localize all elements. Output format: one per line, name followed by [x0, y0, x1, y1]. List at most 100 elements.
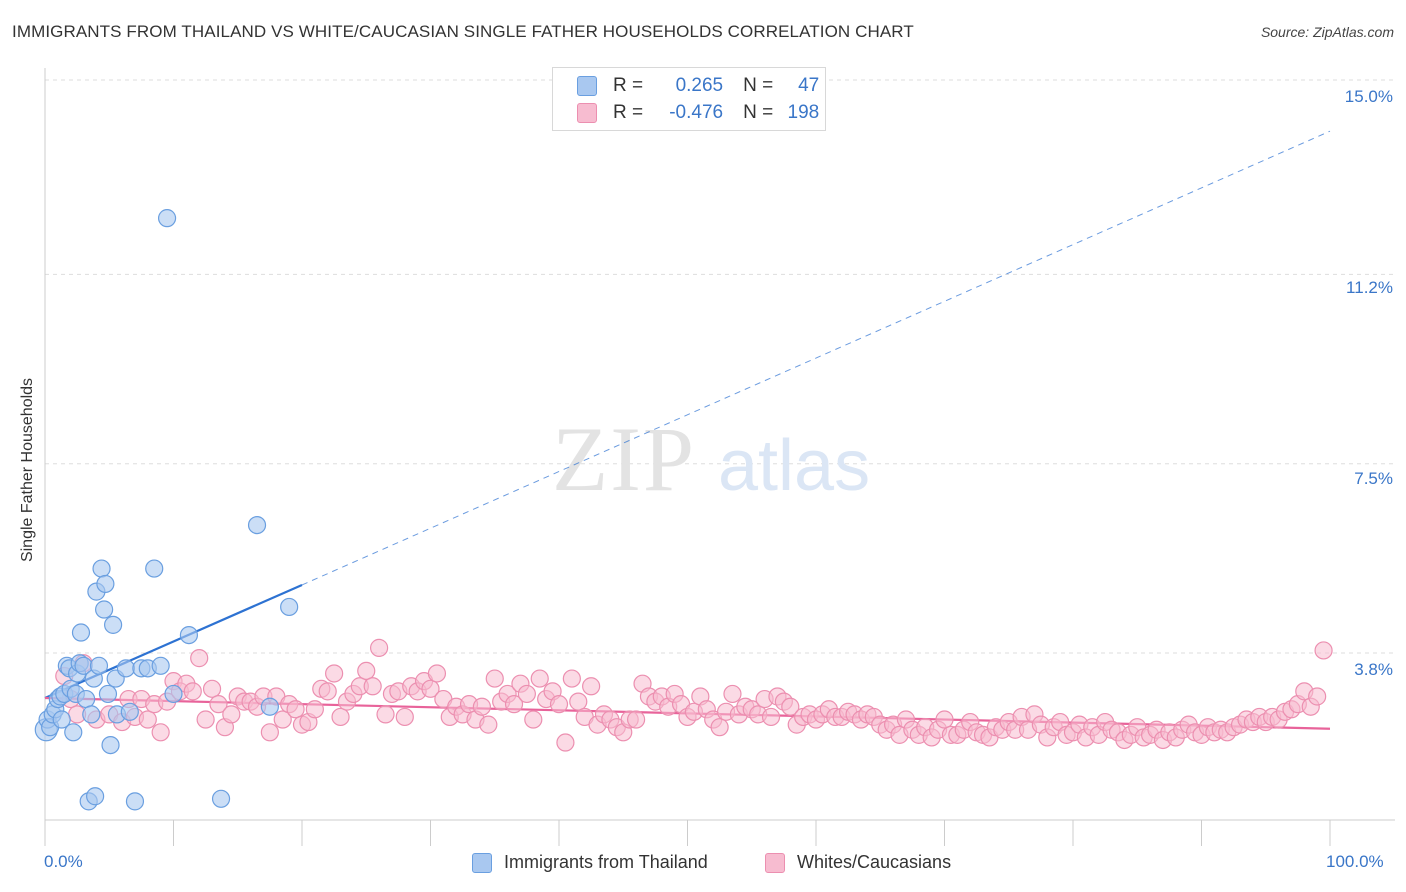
- data-point-whites: [472, 697, 491, 716]
- data-point-whites: [151, 723, 170, 742]
- data-point-thailand: [95, 600, 114, 619]
- y-tick-label: 3.8%: [1354, 660, 1393, 679]
- data-point-whites: [190, 649, 209, 668]
- data-point-whites: [357, 661, 376, 681]
- points-layer: [34, 209, 1333, 811]
- y-tick-label: 15.0%: [1344, 87, 1393, 106]
- data-point-whites: [196, 710, 215, 729]
- data-point-whites: [781, 697, 800, 716]
- correlation-legend: R = 0.265 N = 47 R = -0.476 N = 198: [552, 67, 826, 131]
- data-point-whites: [209, 695, 228, 714]
- data-point-whites: [562, 669, 581, 688]
- data-point-whites: [318, 682, 337, 701]
- data-point-thailand: [92, 559, 111, 578]
- data-point-thailand: [280, 597, 299, 617]
- data-point-thailand: [116, 659, 136, 678]
- data-point-thailand: [96, 574, 115, 594]
- data-point-whites: [723, 684, 742, 704]
- data-point-thailand: [179, 625, 199, 645]
- data-point-whites: [427, 664, 447, 683]
- x-tick-label: 100.0%: [1326, 852, 1384, 871]
- legend-r-label: R =: [613, 75, 644, 96]
- data-point-whites: [325, 664, 344, 683]
- data-point-whites: [549, 695, 569, 714]
- data-point-whites: [305, 700, 324, 719]
- series-legend-label: Immigrants from Thailand: [504, 852, 708, 872]
- legend-row-thailand: R = 0.265 N = 47: [577, 74, 819, 98]
- series-legend-whites[interactable]: Whites/Caucasians: [765, 852, 951, 873]
- data-point-whites: [183, 682, 202, 701]
- series-legend: Immigrants from Thailand Whites/Caucasia…: [0, 852, 1406, 878]
- x-tick-label: 0.0%: [44, 852, 83, 871]
- data-point-whites: [582, 677, 601, 696]
- legend-swatch-blue: [472, 852, 492, 873]
- series-legend-label: Whites/Caucasians: [797, 852, 952, 872]
- data-point-thailand: [157, 209, 177, 228]
- data-point-whites: [935, 710, 954, 729]
- data-point-thailand: [151, 656, 170, 675]
- data-point-thailand: [145, 559, 164, 578]
- data-point-whites: [370, 638, 389, 657]
- data-point-thailand: [64, 723, 83, 742]
- data-point-thailand: [98, 684, 118, 704]
- watermark-zip: ZIP: [552, 408, 696, 510]
- legend-n-label: N =: [743, 102, 774, 123]
- data-point-thailand: [247, 515, 267, 535]
- data-point-whites: [761, 707, 781, 727]
- grid-layer: [45, 79, 1395, 654]
- y-axis-label: Single Father Households: [19, 377, 36, 563]
- data-point-thailand: [104, 615, 123, 634]
- data-point-whites: [363, 677, 382, 696]
- data-point-whites: [421, 679, 440, 698]
- legend-r-label: R =: [613, 102, 644, 123]
- data-point-whites: [710, 718, 729, 737]
- data-point-whites: [504, 695, 524, 714]
- data-point-whites: [530, 669, 549, 688]
- data-point-whites: [395, 707, 414, 727]
- data-point-thailand: [120, 702, 139, 721]
- data-point-whites: [517, 684, 536, 704]
- data-point-whites: [138, 710, 157, 729]
- data-point-thailand: [86, 787, 105, 806]
- data-point-whites: [222, 705, 241, 724]
- watermark-atlas: atlas: [718, 426, 870, 506]
- legend-n-value: 198: [787, 102, 820, 123]
- legend-swatch-blue: [577, 76, 597, 96]
- legend-r-value: -0.476: [669, 102, 724, 123]
- data-point-whites: [1314, 641, 1333, 660]
- axis-layer: [44, 68, 1395, 846]
- y-tick-label: 7.5%: [1354, 469, 1393, 488]
- data-point-thailand: [125, 792, 145, 811]
- data-point-whites: [556, 733, 575, 752]
- trendline-thailand-extension: [301, 130, 1331, 586]
- legend-n-value: 47: [798, 75, 820, 96]
- legend-swatch-pink: [765, 852, 785, 873]
- data-point-whites: [202, 679, 222, 698]
- data-point-thailand: [89, 656, 109, 675]
- data-point-thailand: [52, 710, 71, 729]
- chart-title: IMMIGRANTS FROM THAILAND VS WHITE/CAUCAS…: [12, 22, 914, 41]
- data-point-whites: [485, 669, 504, 688]
- watermark: ZIP atlas: [552, 408, 870, 510]
- legend-swatch-pink: [577, 103, 597, 123]
- data-point-whites: [376, 705, 395, 724]
- data-point-thailand: [82, 705, 101, 724]
- y-tick-label: 11.2%: [1346, 278, 1393, 297]
- data-point-thailand: [164, 684, 183, 704]
- data-point-whites: [626, 710, 646, 729]
- series-legend-thailand[interactable]: Immigrants from Thailand: [472, 852, 708, 873]
- chart-source: Source: ZipAtlas.com: [1260, 24, 1394, 40]
- legend-r-value: 0.265: [675, 75, 724, 96]
- data-point-whites: [273, 710, 292, 729]
- data-point-thailand: [211, 789, 231, 808]
- legend-n-label: N =: [743, 75, 774, 96]
- legend-row-whites: R = -0.476 N = 198: [577, 101, 819, 125]
- data-point-whites: [1308, 687, 1327, 706]
- data-point-whites: [569, 692, 588, 711]
- data-point-thailand: [77, 689, 96, 709]
- data-point-thailand: [101, 735, 120, 755]
- data-point-whites: [286, 700, 305, 719]
- data-point-thailand: [260, 697, 279, 716]
- data-point-whites: [331, 707, 350, 727]
